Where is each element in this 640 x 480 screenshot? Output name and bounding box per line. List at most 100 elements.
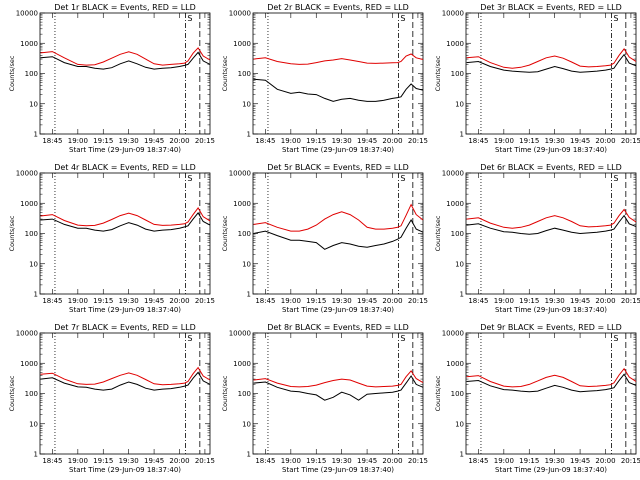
y-tick-label: 10 bbox=[455, 100, 464, 108]
x-tick-label: 19:30 bbox=[545, 457, 565, 465]
panel-title: Det 3r BLACK = Events, RED = LLD bbox=[480, 3, 622, 12]
x-tick-label: 18:45 bbox=[255, 137, 275, 145]
y-tick-label: 10 bbox=[242, 100, 251, 108]
y-tick-label: 1000 bbox=[20, 40, 38, 48]
x-tick-label: 19:00 bbox=[68, 137, 88, 145]
y-tick-label: 100 bbox=[25, 230, 38, 238]
flag-label: S bbox=[187, 174, 192, 183]
y-axis-label: Counts/sec bbox=[221, 215, 229, 251]
detector-panel: Det 8r BLACK = Events, RED = LLD 1 10 100 10… bbox=[221, 323, 428, 474]
x-axis-label: Start Time (29-Jun-09 18:37:40) bbox=[495, 146, 607, 154]
y-tick-label: 10 bbox=[29, 100, 38, 108]
x-tick-label: 18:45 bbox=[468, 137, 488, 145]
x-tick-label: 19:15 bbox=[306, 297, 326, 305]
x-tick-label: 19:00 bbox=[494, 457, 514, 465]
x-tick-label: 19:15 bbox=[93, 137, 113, 145]
y-tick-label: 10 bbox=[242, 420, 251, 428]
plot-frame bbox=[252, 332, 424, 455]
y-tick-label: 1 bbox=[247, 451, 251, 459]
y-tick-label: 100 bbox=[451, 70, 464, 78]
series-line-lld bbox=[40, 206, 211, 227]
x-tick-label: 19:15 bbox=[519, 297, 539, 305]
x-tick-label: 20:00 bbox=[169, 297, 189, 305]
series-line-events bbox=[466, 373, 637, 393]
y-tick-label: 100 bbox=[451, 390, 464, 398]
x-tick-label: 19:00 bbox=[281, 457, 301, 465]
x-tick-label: 19:45 bbox=[357, 297, 377, 305]
flag-label: S bbox=[400, 14, 405, 23]
y-tick-label: 10 bbox=[29, 420, 38, 428]
x-tick-label: 20:00 bbox=[169, 457, 189, 465]
series-line-events bbox=[253, 78, 424, 102]
series-line-lld bbox=[253, 203, 424, 232]
x-tick-label: 19:30 bbox=[332, 457, 352, 465]
x-tick-label: 20:15 bbox=[621, 137, 640, 145]
x-tick-label: 20:15 bbox=[621, 457, 640, 465]
y-tick-label: 1000 bbox=[446, 360, 464, 368]
x-tick-label: 20:00 bbox=[595, 297, 615, 305]
y-tick-label: 10 bbox=[455, 260, 464, 268]
y-axis-label: Counts/sec bbox=[8, 215, 16, 251]
x-tick-label: 19:00 bbox=[494, 297, 514, 305]
series-line-events bbox=[40, 371, 211, 391]
x-tick-label: 19:15 bbox=[519, 137, 539, 145]
x-tick-label: 19:45 bbox=[144, 297, 164, 305]
x-tick-label: 19:15 bbox=[306, 457, 326, 465]
detector-panel: Det 9r BLACK = Events, RED = LLD 1 10 100 10… bbox=[434, 323, 640, 474]
y-tick-label: 10000 bbox=[442, 170, 464, 178]
x-axis-label: Start Time (29-Jun-09 18:37:40) bbox=[282, 466, 394, 474]
x-tick-label: 18:45 bbox=[42, 297, 62, 305]
detector-panel: Det 1r BLACK = Events, RED = LLD 1 10 100 10… bbox=[8, 3, 215, 154]
x-tick-label: 20:00 bbox=[595, 137, 615, 145]
y-tick-label: 1 bbox=[460, 451, 464, 459]
y-tick-label: 10000 bbox=[229, 10, 251, 18]
x-tick-label: 19:15 bbox=[93, 457, 113, 465]
series-line-events bbox=[466, 214, 637, 235]
flag-label: S bbox=[613, 174, 618, 183]
flag-label: S bbox=[613, 334, 618, 343]
x-tick-label: 18:45 bbox=[468, 457, 488, 465]
y-tick-label: 10000 bbox=[442, 10, 464, 18]
plot-frame bbox=[39, 172, 211, 295]
x-tick-label: 20:15 bbox=[408, 457, 428, 465]
y-tick-label: 10000 bbox=[16, 170, 38, 178]
flag-label: S bbox=[613, 14, 618, 23]
x-tick-label: 19:30 bbox=[332, 137, 352, 145]
series-line-lld bbox=[253, 53, 424, 65]
x-tick-label: 19:45 bbox=[570, 457, 590, 465]
y-tick-label: 100 bbox=[25, 390, 38, 398]
x-tick-label: 20:15 bbox=[408, 297, 428, 305]
x-tick-label: 19:30 bbox=[545, 297, 565, 305]
panel-title: Det 4r BLACK = Events, RED = LLD bbox=[54, 163, 196, 172]
plot-frame bbox=[465, 332, 637, 455]
x-tick-label: 19:15 bbox=[306, 137, 326, 145]
y-tick-label: 100 bbox=[238, 390, 251, 398]
x-tick-label: 18:45 bbox=[468, 297, 488, 305]
x-tick-label: 20:15 bbox=[621, 297, 640, 305]
y-axis-label: Counts/sec bbox=[221, 55, 229, 91]
detector-panel: Det 6r BLACK = Events, RED = LLD 1 10 100 10… bbox=[434, 163, 640, 314]
y-tick-label: 10000 bbox=[442, 330, 464, 338]
panel-title: Det 1r BLACK = Events, RED = LLD bbox=[54, 3, 196, 12]
x-tick-label: 19:45 bbox=[144, 137, 164, 145]
y-tick-label: 10 bbox=[242, 260, 251, 268]
y-axis-label: Counts/sec bbox=[434, 215, 442, 251]
series-line-lld bbox=[466, 208, 637, 229]
y-tick-label: 100 bbox=[451, 230, 464, 238]
x-axis-label: Start Time (29-Jun-09 18:37:40) bbox=[69, 306, 181, 314]
x-tick-label: 20:15 bbox=[195, 457, 215, 465]
flag-label: S bbox=[187, 334, 192, 343]
x-tick-label: 19:45 bbox=[570, 137, 590, 145]
y-tick-label: 1000 bbox=[233, 200, 251, 208]
y-axis-label: Counts/sec bbox=[8, 55, 16, 91]
y-tick-label: 1000 bbox=[446, 200, 464, 208]
x-axis-label: Start Time (29-Jun-09 18:37:40) bbox=[495, 306, 607, 314]
x-tick-label: 20:00 bbox=[382, 297, 402, 305]
x-axis-label: Start Time (29-Jun-09 18:37:40) bbox=[282, 146, 394, 154]
detector-panel: Det 2r BLACK = Events, RED = LLD 1 10 100 10… bbox=[221, 3, 428, 154]
y-tick-label: 100 bbox=[238, 70, 251, 78]
x-tick-label: 19:30 bbox=[545, 137, 565, 145]
y-tick-label: 1000 bbox=[20, 200, 38, 208]
x-tick-label: 18:45 bbox=[255, 457, 275, 465]
plot-frame bbox=[39, 12, 211, 135]
